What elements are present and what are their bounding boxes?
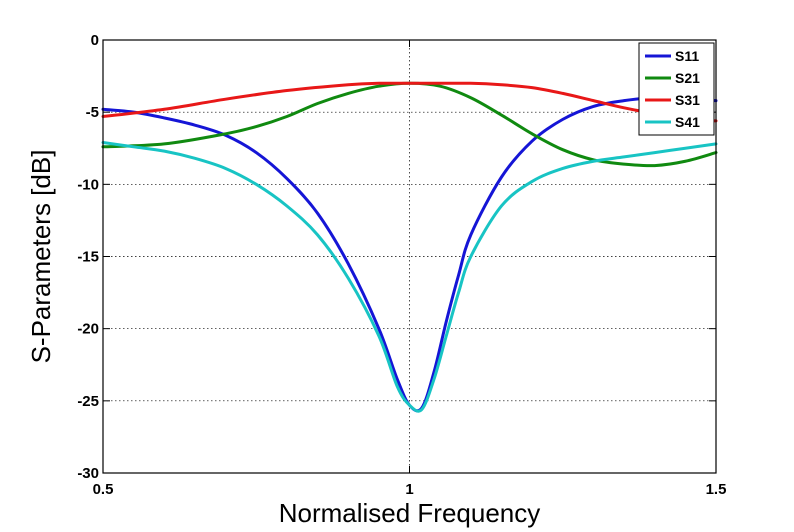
x-tick-label: 1: [405, 481, 413, 498]
y-tick-label: -15: [77, 249, 99, 266]
legend-box: [638, 42, 715, 136]
legend: S11 S21 S31 S41: [638, 42, 715, 136]
series-line-s21: [101, 81, 718, 168]
y-tick-labels: 0 -5 -10 -15 -20 -25 -30: [77, 32, 99, 482]
x-tick-labels: 0.5 1 1.5: [93, 481, 727, 498]
x-tick-label: 0.5: [93, 481, 114, 498]
y-tick-label: -10: [77, 176, 99, 193]
grid-lines: [103, 40, 716, 473]
y-axis-label: S-Parameters [dB]: [26, 150, 56, 364]
x-axis-label: Normalised Frequency: [279, 498, 541, 528]
legend-label-s11: S11: [675, 48, 699, 64]
legend-label-s41: S41: [675, 114, 700, 130]
legend-label-s21: S21: [675, 70, 700, 86]
series-lines: [101, 81, 718, 413]
y-tick-label: 0: [91, 32, 99, 49]
x-tick-label: 1.5: [706, 481, 727, 498]
y-tick-label: -5: [86, 104, 99, 121]
y-tick-label: -30: [77, 465, 99, 482]
legend-label-s31: S31: [675, 92, 700, 108]
series-line-s41: [101, 140, 718, 413]
y-tick-label: -20: [77, 321, 99, 338]
series-line-s31: [101, 81, 718, 123]
plot-frame: [102, 39, 717, 474]
y-tick-label: -25: [77, 393, 99, 410]
